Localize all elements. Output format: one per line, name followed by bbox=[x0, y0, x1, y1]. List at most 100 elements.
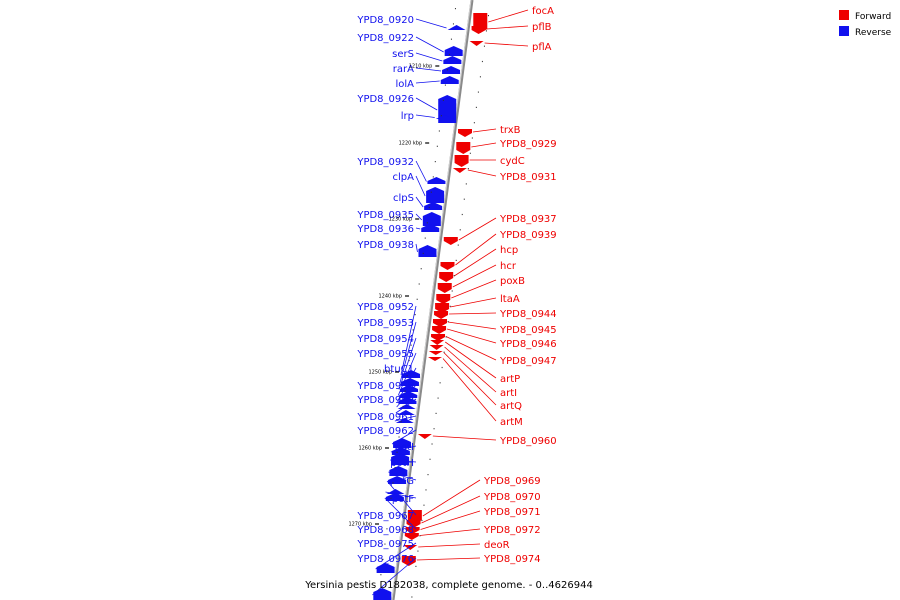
scale-tick-label: 1240 kbp bbox=[378, 294, 402, 300]
minor-tick bbox=[435, 412, 437, 414]
leader-YPD8_0926 bbox=[415, 97, 438, 111]
forward-gene-pflB bbox=[471, 26, 486, 34]
minor-tick bbox=[443, 351, 445, 353]
scale-tick-label: 1230 kbp bbox=[389, 217, 413, 223]
forward-gene-artQ bbox=[428, 351, 443, 355]
forward-gene-label: YPD8_0946 bbox=[499, 339, 557, 350]
forward-gene-label: hcr bbox=[500, 261, 517, 272]
reverse-gene-YPD8_0953 bbox=[400, 378, 419, 386]
map-caption: Yersinia pestis D182038, complete genome… bbox=[304, 580, 593, 591]
forward-gene-label: pflA bbox=[532, 42, 552, 53]
minor-tick bbox=[414, 314, 416, 316]
reverse-gene-clpA bbox=[426, 187, 445, 203]
leader-potH bbox=[390, 459, 417, 463]
leader-deoR bbox=[418, 543, 481, 548]
reverse-gene-YPD8_0955 bbox=[399, 391, 418, 398]
minor-tick bbox=[463, 198, 465, 200]
forward-gene-YPD8_0974 bbox=[401, 556, 416, 566]
forward-gene-label: ltaA bbox=[500, 294, 520, 305]
reverse-gene-label: rarA bbox=[393, 64, 414, 75]
minor-tick bbox=[453, 275, 455, 277]
reverse-gene-label: YPD8_0935 bbox=[356, 210, 414, 221]
leader-lolA bbox=[415, 80, 440, 84]
leader-serS bbox=[415, 52, 443, 62]
scale-tick-label: 1250 kbp bbox=[368, 370, 392, 376]
reverse-gene-YPD8_0954 bbox=[400, 385, 419, 392]
minor-tick bbox=[386, 528, 388, 530]
leader-YPD8_0960 bbox=[432, 435, 497, 441]
leader-YPD8_0929 bbox=[471, 142, 497, 148]
gene-labels: YPD8_0920 YPD8_0922 serS rarA lolA YPD8_0926l… bbox=[356, 6, 556, 565]
forward-gene-label: YPD8_0972 bbox=[483, 525, 541, 536]
forward-gene-label: YPD8_0931 bbox=[499, 172, 557, 183]
minor-tick bbox=[439, 382, 441, 384]
minor-tick bbox=[483, 45, 485, 47]
minor-tick bbox=[457, 244, 459, 246]
minor-tick bbox=[477, 91, 479, 93]
minor-tick bbox=[430, 191, 432, 193]
forward-gene-trxB bbox=[458, 129, 473, 137]
reverse-gene-YPD8_0920 bbox=[447, 25, 466, 30]
scale-tick-label: 1210 kbp bbox=[409, 64, 433, 70]
legend-forward-label: Forward bbox=[855, 12, 891, 22]
leader-YPD8_0953 bbox=[399, 321, 417, 384]
minor-tick bbox=[408, 359, 410, 362]
forward-gene-pflA bbox=[469, 41, 484, 46]
leader-YPD8_0962 bbox=[391, 429, 417, 445]
minor-tick bbox=[415, 565, 417, 567]
minor-tick bbox=[429, 458, 431, 460]
reverse-gene-label: YPD8_0961 bbox=[356, 412, 414, 423]
leader-YPD8_0920 bbox=[415, 18, 447, 29]
minor-tick bbox=[402, 405, 404, 407]
forward-gene-label: YPD8_0970 bbox=[483, 492, 541, 503]
leader-clpS bbox=[415, 196, 424, 208]
reverse-gene-lolA bbox=[440, 76, 459, 84]
minor-tick bbox=[394, 467, 396, 469]
minor-tick bbox=[404, 390, 406, 392]
minor-tick bbox=[423, 504, 425, 506]
minor-tick bbox=[479, 76, 481, 78]
forward-gene-YPD8_0939 bbox=[440, 262, 455, 270]
forward-gene-label: YPD8_0944 bbox=[499, 309, 557, 320]
forward-gene-label: artQ bbox=[500, 401, 522, 412]
minor-tick bbox=[390, 497, 392, 499]
minor-tick bbox=[485, 30, 487, 32]
reverse-gene-label: YPD8_0968 bbox=[356, 525, 414, 536]
reverse-gene-label: lolA bbox=[395, 79, 414, 90]
forward-gene-label: cydC bbox=[500, 156, 525, 167]
minor-tick bbox=[421, 519, 423, 522]
leader-YPD8_0968 bbox=[384, 497, 417, 530]
reverse-gene-label: YPD8_0967 bbox=[356, 511, 414, 522]
minor-tick bbox=[473, 122, 475, 124]
minor-tick bbox=[444, 84, 446, 86]
minor-tick bbox=[433, 428, 435, 430]
forward-gene-ltaA bbox=[435, 303, 450, 313]
forward-gene-poxB bbox=[436, 294, 451, 304]
scale-tick-label: 1270 kbp bbox=[348, 522, 372, 528]
reverse-gene-YPD8_0961 bbox=[395, 418, 414, 423]
leader-YPD8_0936 bbox=[415, 227, 421, 230]
forward-gene-YPD8_0931 bbox=[452, 168, 467, 173]
leader-YPD8_0972 bbox=[419, 528, 481, 536]
reverse-gene-label: YPD8_0954 bbox=[356, 334, 414, 345]
reverse-gene-YPD8_0976 bbox=[373, 588, 392, 600]
minor-tick bbox=[465, 183, 467, 185]
leader-YPD8_0976 bbox=[372, 557, 417, 596]
leader-potF bbox=[385, 491, 417, 499]
forward-gene-label: hcp bbox=[500, 245, 518, 256]
minor-tick bbox=[441, 366, 443, 369]
leader-YPD8_0935 bbox=[415, 213, 423, 221]
forward-gene-label: YPD8_0947 bbox=[499, 356, 557, 367]
minor-tick bbox=[450, 38, 452, 40]
minor-tick bbox=[425, 489, 427, 491]
reverse-gene-label: YPD8_0953 bbox=[356, 318, 414, 329]
forward-gene-label: poxB bbox=[500, 276, 525, 287]
reverse-gene-YPD8_0922 bbox=[444, 46, 463, 56]
reverse-gene-label: potF bbox=[392, 494, 414, 505]
reverse-gene-YPD8_0938 bbox=[418, 245, 437, 257]
leader-YPD8_0954 bbox=[398, 337, 417, 390]
genome-axis-highlight bbox=[391, 0, 472, 600]
leader-lrp bbox=[415, 114, 435, 118]
leader-artQ bbox=[443, 352, 497, 406]
forward-gene-hcr bbox=[437, 283, 452, 293]
